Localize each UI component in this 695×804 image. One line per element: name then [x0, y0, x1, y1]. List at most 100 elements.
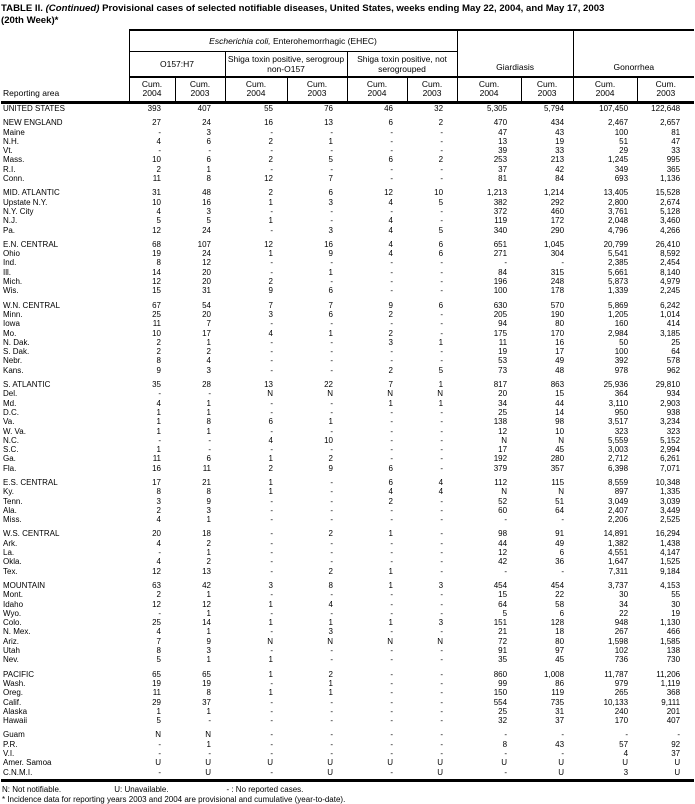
value-cell: 58 — [555, 599, 565, 609]
value-cell: 2 — [206, 557, 211, 567]
value-cell: 30 — [671, 599, 681, 609]
value-cell: 2 — [268, 277, 273, 287]
table-row: N. Mex. 4 1 - 3 - - 21 18 267 466 — [1, 627, 694, 636]
value-cell: 1,585 — [660, 636, 681, 646]
value-cell: 1 — [388, 398, 393, 408]
value-cell: 5,305 — [487, 104, 508, 113]
value-cell: 12 — [264, 174, 273, 184]
value-cell: 11 — [202, 463, 211, 473]
value-cell: 1 — [206, 548, 211, 558]
value-cell: 151 — [493, 618, 508, 628]
value-cell: 37 — [555, 716, 565, 726]
value-cell: 91 — [555, 529, 565, 539]
giardiasis-header: Giardiasis — [456, 29, 574, 78]
value-cell: 630 — [493, 300, 508, 310]
value-cell: 25 — [671, 337, 681, 347]
value-cell: U — [637, 767, 695, 782]
value-cell: 1 — [206, 608, 211, 618]
value-cell: 407 — [666, 716, 681, 726]
reporting-area-cell: N. Mex. — [3, 627, 31, 637]
value-cell: 5,152 — [660, 435, 681, 445]
value-cell: 192 — [493, 454, 508, 464]
value-cell: 6,242 — [660, 300, 681, 310]
value-cell: - — [330, 608, 333, 618]
table-row: R.I. 2 1 - - - - 37 42 349 365 — [1, 165, 694, 174]
value-cell: 1 — [438, 337, 444, 347]
value-cell: 16,294 — [655, 529, 681, 539]
value-cell: - — [440, 749, 444, 758]
reporting-area-cell: Fla. — [3, 463, 17, 473]
reporting-area-cell: Vt. — [3, 146, 13, 156]
value-cell: 730 — [666, 655, 681, 665]
value-cell: 6 — [559, 608, 565, 618]
value-cell: 962 — [666, 365, 681, 375]
value-cell: 1 — [206, 407, 211, 417]
value-cell: 1 — [328, 136, 333, 146]
value-cell: 11,787 — [604, 669, 629, 679]
value-cell: - — [330, 706, 333, 716]
value-cell: 2,984 — [608, 328, 629, 338]
value-cell: - — [270, 739, 273, 749]
value-cell: - — [270, 347, 273, 357]
value-cell: 4 — [388, 249, 393, 259]
value-cell: - — [158, 435, 161, 445]
value-cell: 2,454 — [660, 258, 681, 268]
value-cell: 10 — [324, 435, 333, 445]
value-cell: 6 — [206, 155, 211, 165]
value-cell: U — [407, 767, 458, 782]
reporting-area-cell: Miss. — [3, 515, 22, 525]
value-cell: 11 — [152, 454, 161, 464]
value-cell: 25 — [498, 407, 508, 417]
value-cell: - — [270, 627, 273, 637]
value-cell: 6 — [206, 136, 211, 146]
reporting-area-cell: Ind. — [3, 258, 17, 268]
value-cell: 4,979 — [660, 277, 681, 287]
reporting-area-cell: Kans. — [3, 365, 24, 375]
value-cell: 84 — [498, 267, 508, 277]
value-cell: 33 — [555, 146, 565, 156]
table-row: Mo. 10 17 4 1 2 - 175 170 2,984 3,185 — [1, 329, 694, 338]
value-cell: - — [440, 557, 444, 567]
value-cell: 3 — [156, 496, 161, 506]
value-cell: 80 — [555, 636, 565, 646]
value-cell: 1 — [328, 267, 333, 277]
value-cell: - — [390, 655, 393, 665]
value-cell: 1,014 — [660, 309, 681, 319]
value-cell: 160 — [614, 319, 629, 329]
value-cell: 414 — [666, 319, 681, 329]
value-cell: 28 — [202, 380, 211, 390]
value-cell: - — [390, 678, 393, 688]
value-cell: 1 — [156, 407, 161, 417]
value-cell: - — [561, 730, 565, 740]
value-cell: 2 — [268, 136, 273, 146]
value-cell: - — [440, 599, 444, 609]
value-cell: 2 — [438, 118, 444, 128]
value-cell: 6 — [438, 239, 444, 249]
cum-2004-header: Cum. 2004 — [128, 77, 175, 104]
value-cell: U — [287, 767, 347, 782]
value-cell: - — [440, 566, 444, 576]
value-cell: 10,348 — [655, 477, 681, 487]
value-cell: N — [501, 435, 508, 445]
reporting-area-cell: W.S. CENTRAL — [3, 529, 60, 539]
value-cell: 35 — [498, 655, 508, 665]
value-cell: 31 — [152, 188, 161, 198]
value-cell: - — [330, 164, 333, 174]
value-cell: 29 — [619, 146, 629, 156]
cum-2004-header: Cum. 2004 — [346, 77, 407, 104]
value-cell: - — [677, 730, 681, 740]
value-cell: 9 — [328, 249, 333, 259]
value-cell: 65 — [202, 669, 211, 679]
value-cell: - — [440, 496, 444, 506]
value-cell: - — [270, 608, 273, 618]
value-cell: 4 — [328, 599, 333, 609]
value-cell: 2,407 — [608, 505, 629, 515]
value-cell: - — [270, 706, 273, 716]
table-row: Mich. 12 20 2 - - - 196 248 5,873 4,979 — [1, 277, 694, 286]
value-cell: 817 — [493, 380, 508, 390]
value-cell: - — [561, 515, 565, 525]
value-cell: - — [390, 146, 393, 156]
table-row: Nev. 5 1 1 - - - 35 45 736 730 — [1, 655, 694, 664]
reporting-area-cell: W. Va. — [3, 426, 26, 436]
value-cell: U — [622, 758, 629, 768]
